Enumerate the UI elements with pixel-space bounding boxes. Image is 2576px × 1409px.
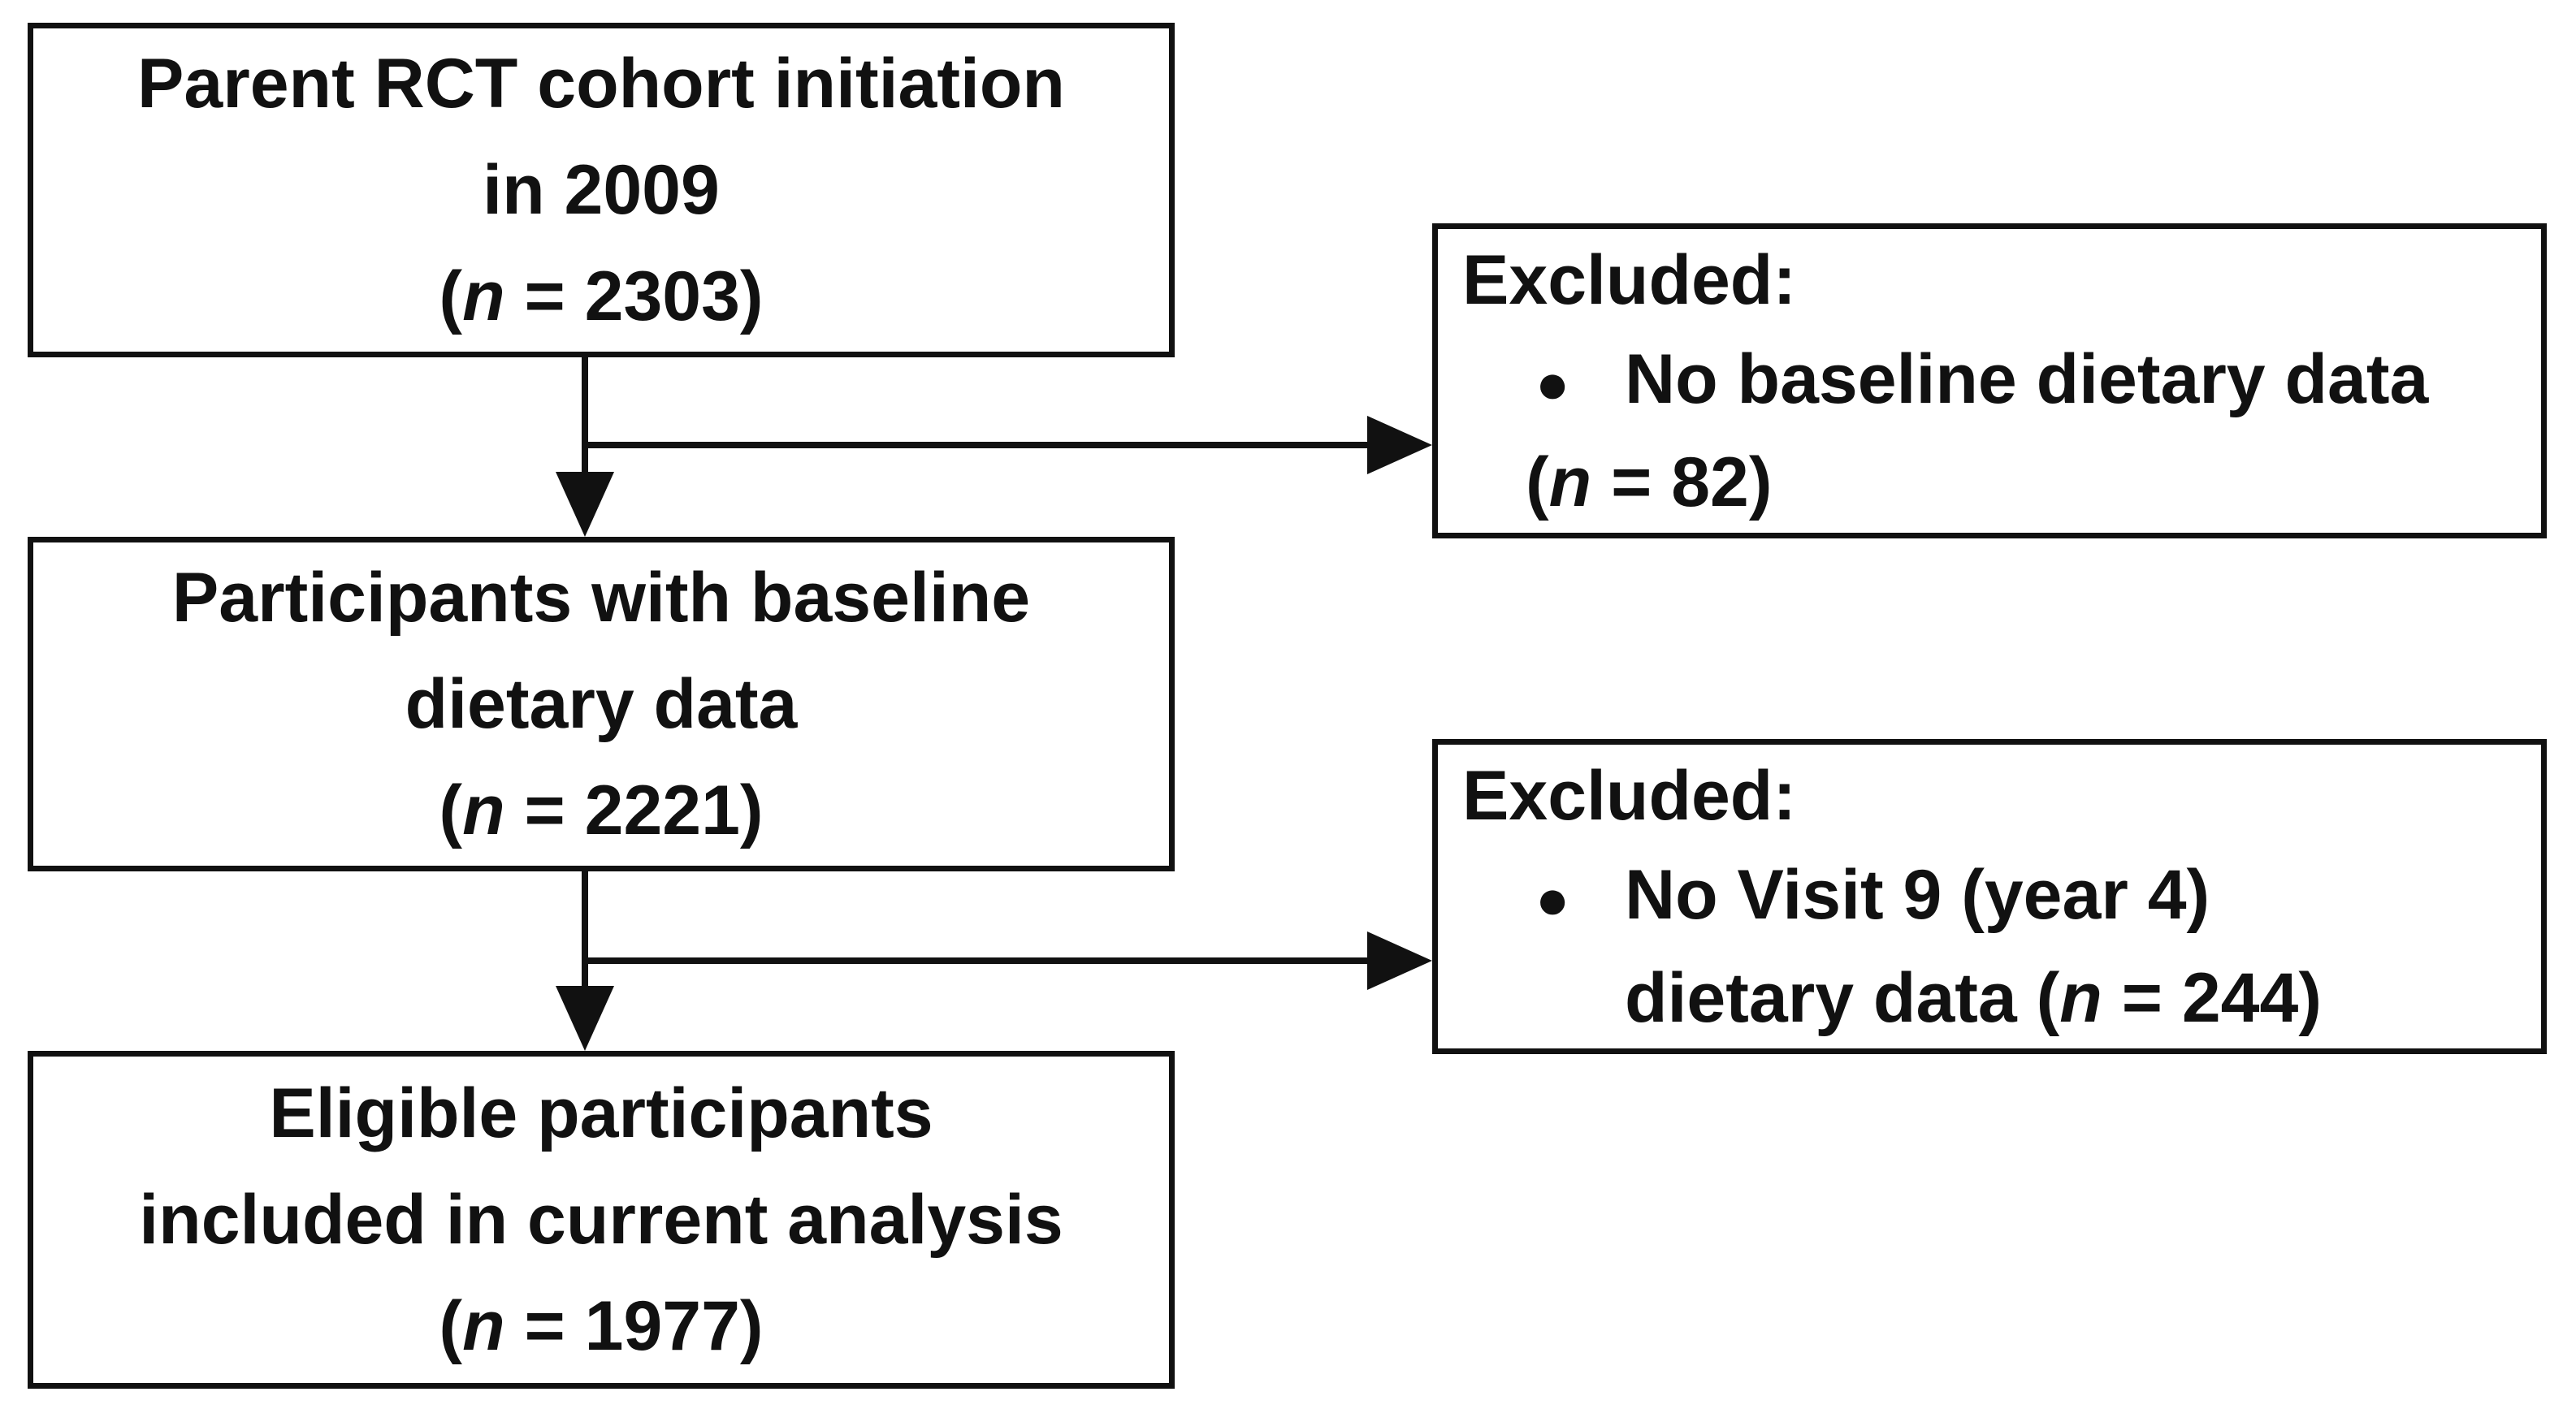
arrow-right-icon	[1367, 416, 1432, 474]
sample-size-line: (n = 82)	[1526, 443, 1773, 521]
excluded-no-visit9-box: Excluded: ● No Visit 9 (year 4) dietary d…	[1432, 739, 2547, 1054]
box-text-line: dietary data	[405, 664, 798, 743]
sample-size-line: (n = 2303)	[439, 257, 764, 335]
arrow-down-icon	[556, 472, 614, 537]
connector-line	[582, 357, 588, 479]
sample-size-line: dietary data (n = 244)	[1625, 958, 2322, 1037]
box-text-line: included in current analysis	[139, 1180, 1063, 1259]
sample-size-line: (n = 2221)	[439, 771, 764, 849]
arrow-right-icon	[1367, 931, 1432, 990]
excluded-bullet-item: ● No baseline dietary data	[1438, 330, 2541, 433]
arrow-down-icon	[556, 986, 614, 1051]
connector-line	[582, 871, 588, 993]
box-text-line: Eligible participants	[269, 1074, 933, 1152]
excluded-title: Excluded:	[1462, 756, 1796, 835]
excluded-bullet-item: ● No Visit 9 (year 4)	[1438, 845, 2541, 949]
cohort-initiation-box: Parent RCT cohort initiation in 2009 (n …	[28, 23, 1175, 357]
bullet-icon: ●	[1535, 867, 1570, 931]
box-text-line: Parent RCT cohort initiation	[137, 44, 1065, 123]
excluded-title: Excluded:	[1462, 240, 1796, 319]
box-text-line: Participants with baseline	[171, 558, 1031, 637]
eligible-participants-box: Eligible participants included in curren…	[28, 1051, 1175, 1389]
connector-line	[582, 957, 1373, 964]
bullet-icon: ●	[1535, 351, 1570, 415]
excluded-no-baseline-box: Excluded: ● No baseline dietary data (n =…	[1432, 223, 2547, 538]
sample-size-line: (n = 1977)	[439, 1286, 764, 1365]
baseline-participants-box: Participants with baseline dietary data …	[28, 537, 1175, 871]
box-text-line: in 2009	[483, 150, 720, 229]
connector-line	[582, 442, 1373, 448]
